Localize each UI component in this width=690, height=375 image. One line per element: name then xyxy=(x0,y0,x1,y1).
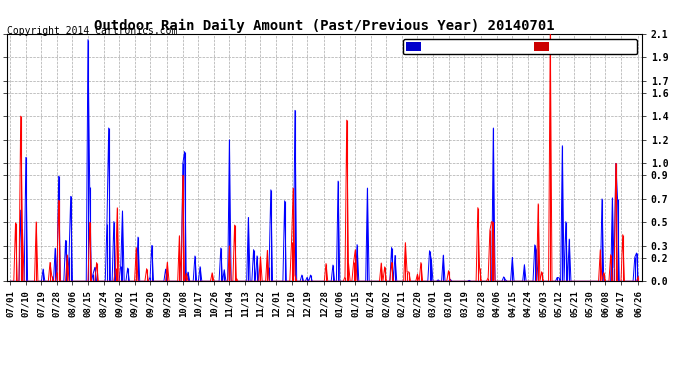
Text: Copyright 2014 Cartronics.com: Copyright 2014 Cartronics.com xyxy=(7,26,177,36)
Title: Outdoor Rain Daily Amount (Past/Previous Year) 20140701: Outdoor Rain Daily Amount (Past/Previous… xyxy=(94,18,555,33)
Legend: Previous  (Inches), Past  (Inches): Previous (Inches), Past (Inches) xyxy=(403,39,637,54)
